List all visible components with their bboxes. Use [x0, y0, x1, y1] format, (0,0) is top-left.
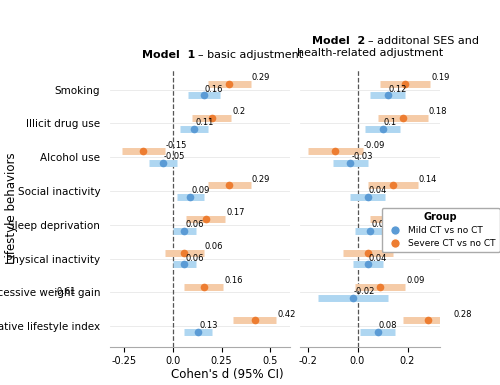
Text: -0.02: -0.02 — [354, 288, 375, 296]
Text: 0.15: 0.15 — [421, 208, 440, 218]
Text: -0.61: -0.61 — [54, 288, 76, 296]
Text: Model  2: Model 2 — [312, 36, 365, 46]
Text: -0.03: -0.03 — [351, 152, 373, 161]
Text: -0.15: -0.15 — [166, 141, 187, 150]
Text: 0.16: 0.16 — [205, 85, 224, 94]
Text: 0.16: 0.16 — [224, 276, 243, 285]
Text: health-related adjustment: health-related adjustment — [297, 48, 443, 58]
Text: 0.14: 0.14 — [419, 174, 437, 184]
Text: 0.17: 0.17 — [226, 208, 245, 218]
Text: Model  1: Model 1 — [142, 50, 195, 60]
Text: 0.42: 0.42 — [278, 310, 295, 319]
Text: 0.06: 0.06 — [205, 242, 224, 251]
Text: 0.28: 0.28 — [454, 310, 472, 319]
Text: 0.09: 0.09 — [406, 276, 424, 285]
Text: 0.11: 0.11 — [195, 119, 214, 127]
Text: – additonal SES and: – additonal SES and — [368, 36, 478, 46]
Text: -0.05: -0.05 — [164, 152, 185, 161]
Text: 0.04: 0.04 — [369, 186, 387, 195]
Text: 0.29: 0.29 — [252, 174, 270, 184]
Text: Cohen's d (95% CI): Cohen's d (95% CI) — [171, 368, 284, 381]
Text: – basic adjustment: – basic adjustment — [198, 50, 302, 60]
Legend: Mild CT vs no CT, Severe CT vs no CT: Mild CT vs no CT, Severe CT vs no CT — [382, 208, 500, 252]
Text: 0.13: 0.13 — [199, 321, 218, 330]
Text: 0.04: 0.04 — [369, 254, 387, 263]
Text: 0.12: 0.12 — [389, 85, 407, 94]
Text: 0.08: 0.08 — [379, 321, 397, 330]
Text: Lifestyle behaviors: Lifestyle behaviors — [5, 152, 18, 264]
Text: 0.18: 0.18 — [429, 107, 448, 116]
Text: -0.09: -0.09 — [364, 141, 385, 150]
Text: 0.1: 0.1 — [384, 119, 397, 127]
Text: 0.05: 0.05 — [371, 220, 390, 229]
Text: 0.04: 0.04 — [394, 242, 412, 251]
Text: 0.06: 0.06 — [186, 220, 204, 229]
Text: 0.2: 0.2 — [232, 107, 245, 116]
Text: 0.19: 0.19 — [431, 73, 450, 82]
Text: 0.29: 0.29 — [252, 73, 270, 82]
Text: 0.09: 0.09 — [191, 186, 210, 195]
Text: 0.06: 0.06 — [186, 254, 204, 263]
